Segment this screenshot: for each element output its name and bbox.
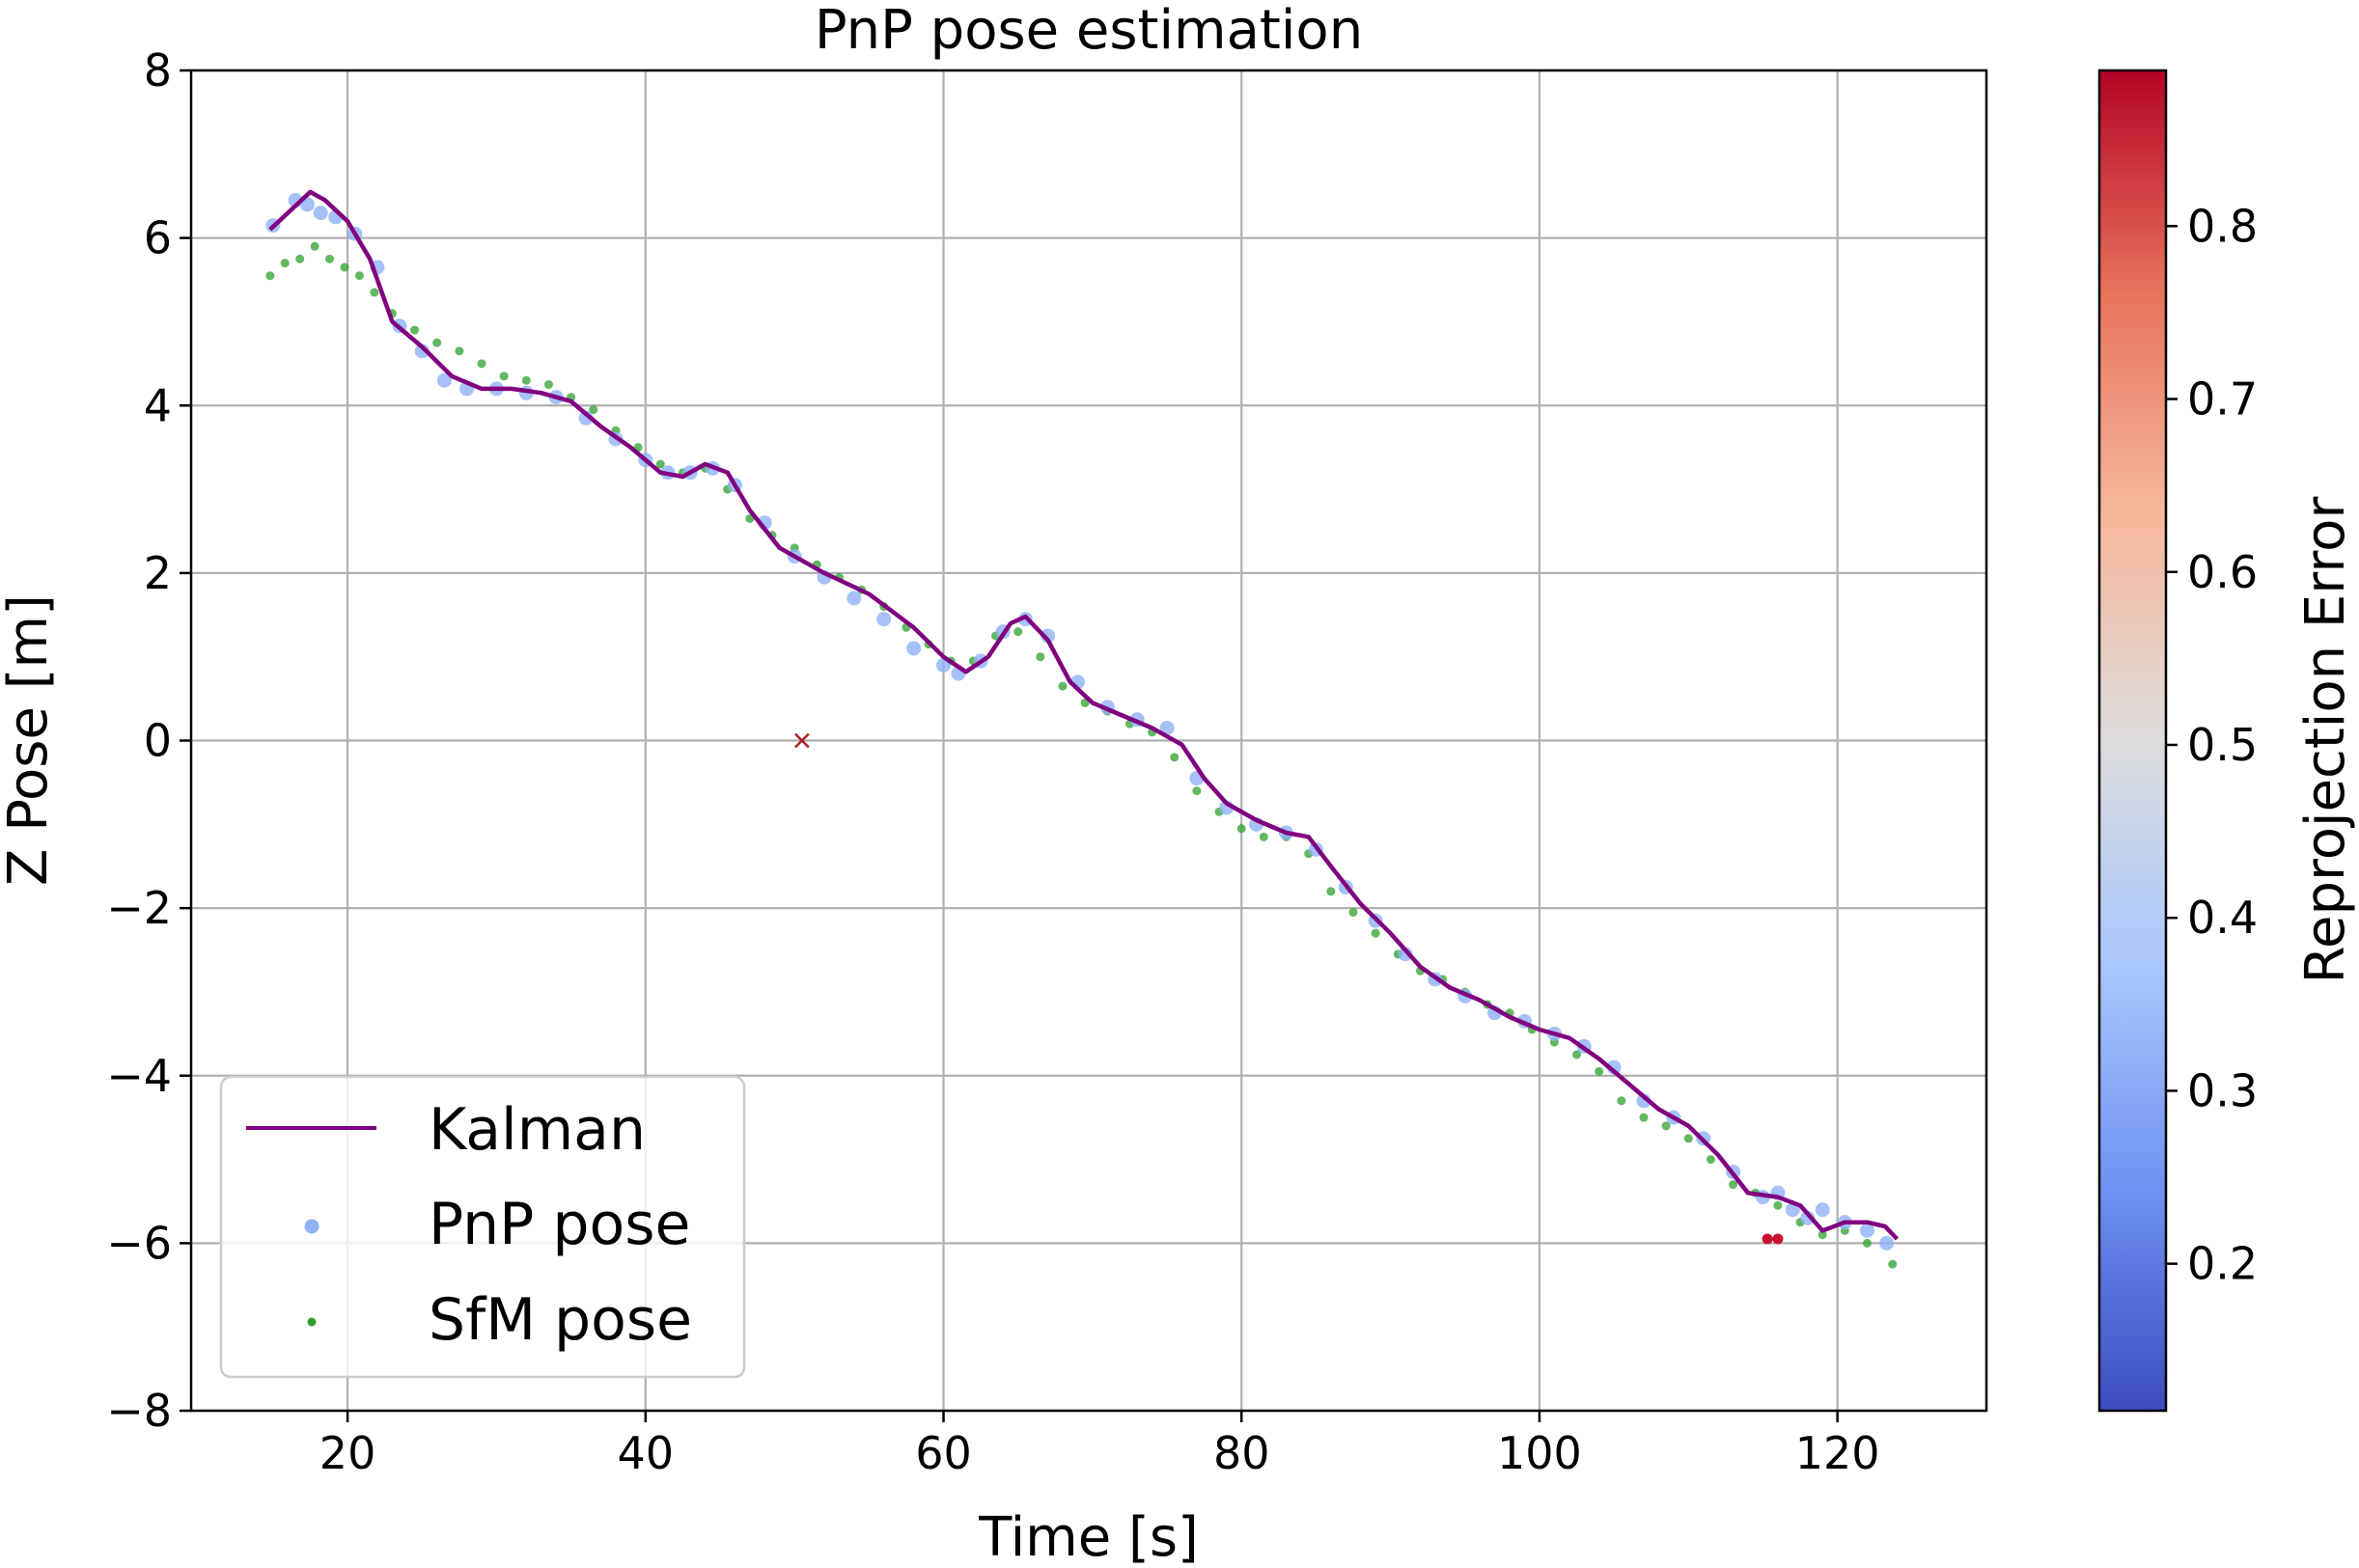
x-tick-label-3: 80 xyxy=(1213,1427,1270,1479)
sfm-point-70 xyxy=(1773,1200,1783,1210)
outlier-point-0 xyxy=(1762,1233,1773,1245)
outlier-x-marker xyxy=(793,732,810,749)
pnp-point-59 xyxy=(1800,1210,1816,1225)
colorbar-tick-label-6: 0.8 xyxy=(2187,200,2258,252)
sfm-point-47 xyxy=(1259,832,1268,841)
sfm-point-38 xyxy=(1058,681,1068,691)
y-tick-label-6: 4 xyxy=(144,379,172,431)
sfm-point-67 xyxy=(1706,1155,1715,1165)
sfm-point-63 xyxy=(1617,1096,1626,1106)
sfm-point-65 xyxy=(1661,1121,1671,1131)
y-axis: −8 −6 −4 −2 0 2 4 6 8 xyxy=(106,44,191,1437)
sfm-point-36 xyxy=(1013,627,1023,637)
sfm-point-61 xyxy=(1572,1050,1582,1059)
kalman-line xyxy=(268,189,1900,1241)
outlier-point-1 xyxy=(1772,1233,1784,1245)
sfm-point-14 xyxy=(521,375,531,385)
pnp-point-36 xyxy=(1159,720,1175,735)
sfm-point-6 xyxy=(354,271,364,281)
legend-pnp-label: PnP pose xyxy=(429,1191,690,1258)
colorbar-tick-label-3: 0.5 xyxy=(2187,719,2258,771)
colorbar-tick-label-1: 0.3 xyxy=(2187,1064,2258,1116)
x-tick-label-4: 100 xyxy=(1497,1427,1582,1479)
sfm-point-4 xyxy=(325,254,335,263)
sfm-point-11 xyxy=(455,346,464,356)
legend-sfm-label: SfM pose xyxy=(429,1286,692,1354)
sfm-point-52 xyxy=(1371,928,1380,938)
sfm-point-2 xyxy=(295,254,305,263)
pnp-point-32 xyxy=(1041,628,1056,644)
pnp-point-24 xyxy=(846,591,862,606)
colorbar-label: Reprojection Error xyxy=(2294,496,2357,984)
pnp-point-44 xyxy=(1398,947,1413,962)
sfm-point-74 xyxy=(1863,1238,1873,1248)
sfm-point-10 xyxy=(432,338,442,347)
sfm-point-3 xyxy=(310,241,319,251)
x-tick-label-2: 60 xyxy=(915,1427,972,1479)
x-axis: 20 40 60 80 100 120 xyxy=(319,1411,1880,1479)
legend-kalman-label: Kalman xyxy=(429,1096,646,1164)
sfm-point-75 xyxy=(1888,1259,1898,1269)
sfm-point-44 xyxy=(1192,786,1202,796)
sfm-point-1 xyxy=(280,259,290,268)
y-tick-label-0: −8 xyxy=(106,1385,172,1437)
sfm-point-46 xyxy=(1236,824,1246,834)
sfm-point-62 xyxy=(1595,1066,1604,1076)
sfm-point-43 xyxy=(1170,753,1180,762)
sfm-point-72 xyxy=(1818,1230,1827,1240)
y-tick-label-8: 8 xyxy=(144,44,172,96)
pnp-point-25 xyxy=(876,612,892,627)
sfm-point-51 xyxy=(1348,907,1358,917)
legend-box xyxy=(219,1075,746,1379)
chart-title: PnP pose estimation xyxy=(815,0,1363,62)
x-tick-label-5: 120 xyxy=(1795,1427,1880,1479)
colorbar-ticks: 0.2 0.3 0.4 0.5 0.6 0.7 0.8 xyxy=(2166,200,2258,1290)
sfm-point-17 xyxy=(589,405,598,415)
legend-sfm-swatch xyxy=(307,1317,317,1327)
y-tick-label-5: 2 xyxy=(144,547,172,599)
sfm-point-37 xyxy=(1036,652,1045,662)
sfm-point-20 xyxy=(655,459,665,469)
legend: Kalman PnP pose SfM pose xyxy=(219,1075,746,1379)
pnp-point-60 xyxy=(1815,1202,1830,1218)
sfm-point-13 xyxy=(499,371,509,381)
grid xyxy=(191,69,1986,1413)
colorbar-tick-label-4: 0.6 xyxy=(2187,546,2258,598)
sfm-point-50 xyxy=(1326,887,1336,896)
y-tick-label-3: −2 xyxy=(106,882,172,934)
sfm-point-64 xyxy=(1639,1113,1649,1122)
colorbar-tick-label-2: 0.4 xyxy=(2187,892,2258,944)
y-tick-label-1: −6 xyxy=(106,1217,172,1269)
colorbar-gradient xyxy=(2097,69,2168,1413)
plot-area xyxy=(265,189,1900,1269)
y-tick-label-2: −4 xyxy=(106,1050,172,1102)
sfm-point-12 xyxy=(477,359,486,369)
pnp-point-26 xyxy=(906,641,922,656)
x-tick-label-0: 20 xyxy=(319,1427,376,1479)
colorbar-tick-label-0: 0.2 xyxy=(2187,1238,2258,1290)
sfm-point-66 xyxy=(1683,1134,1693,1143)
colorbar: 0.2 0.3 0.4 0.5 0.6 0.7 0.8 Reprojection Error xyxy=(2097,69,2357,1413)
y-tick-label-7: 6 xyxy=(144,212,172,264)
sfm-point-5 xyxy=(340,262,349,272)
legend-pnp-swatch xyxy=(304,1219,319,1234)
y-tick-label-4: 0 xyxy=(144,715,172,767)
sfm-point-0 xyxy=(265,271,275,281)
pnp-point-62 xyxy=(1860,1223,1875,1238)
sfm-point-68 xyxy=(1729,1180,1738,1190)
sfm-point-15 xyxy=(543,380,553,390)
sfm-point-9 xyxy=(410,325,420,335)
y-axis-label: Z Pose [m] xyxy=(0,594,60,886)
x-axis-label: Time [s] xyxy=(978,1506,1199,1568)
colorbar-tick-label-5: 0.7 xyxy=(2187,373,2258,426)
pnp-point-9 xyxy=(436,372,452,388)
x-tick-label-1: 40 xyxy=(618,1427,675,1479)
pnp-point-63 xyxy=(1879,1235,1895,1251)
sfm-point-7 xyxy=(370,288,379,297)
pnp-point-3 xyxy=(313,206,328,221)
